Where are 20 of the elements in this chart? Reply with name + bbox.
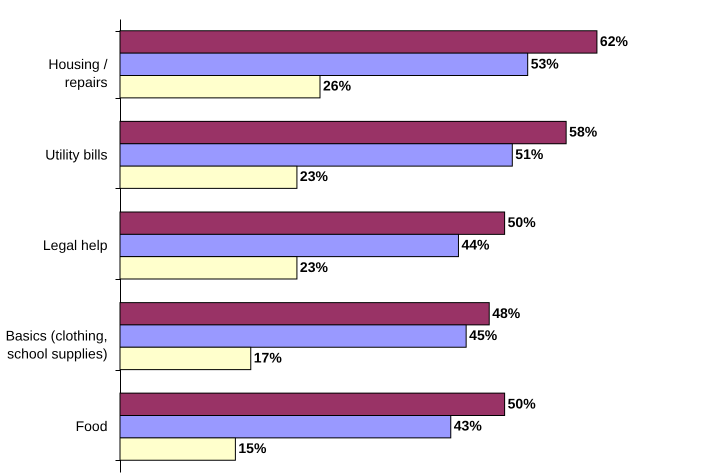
data-label: 53%: [530, 55, 560, 72]
data-label: 50%: [508, 395, 536, 412]
data-label: 50%: [508, 214, 536, 230]
data-label: 17%: [254, 349, 282, 366]
data-label: 15%: [238, 440, 267, 456]
data-label: 62%: [600, 32, 628, 49]
y-tick-label: Housing / repairs: [48, 56, 108, 90]
y-tick-label: Utility bills: [45, 146, 108, 162]
y-tick-label: Food: [76, 418, 108, 434]
y-tick-label: Legal help: [42, 237, 108, 253]
data-label: 44%: [461, 236, 490, 252]
data-label: 48%: [492, 304, 521, 321]
y-tick-label: Basics (clothing, school supplies): [6, 328, 108, 362]
data-label: 23%: [300, 258, 328, 275]
data-label: 51%: [515, 146, 544, 162]
data-label: 58%: [569, 124, 598, 140]
data-label: 43%: [454, 418, 482, 434]
data-label: 45%: [469, 327, 498, 344]
data-label: 26%: [323, 78, 352, 94]
data-label: 23%: [300, 168, 328, 184]
